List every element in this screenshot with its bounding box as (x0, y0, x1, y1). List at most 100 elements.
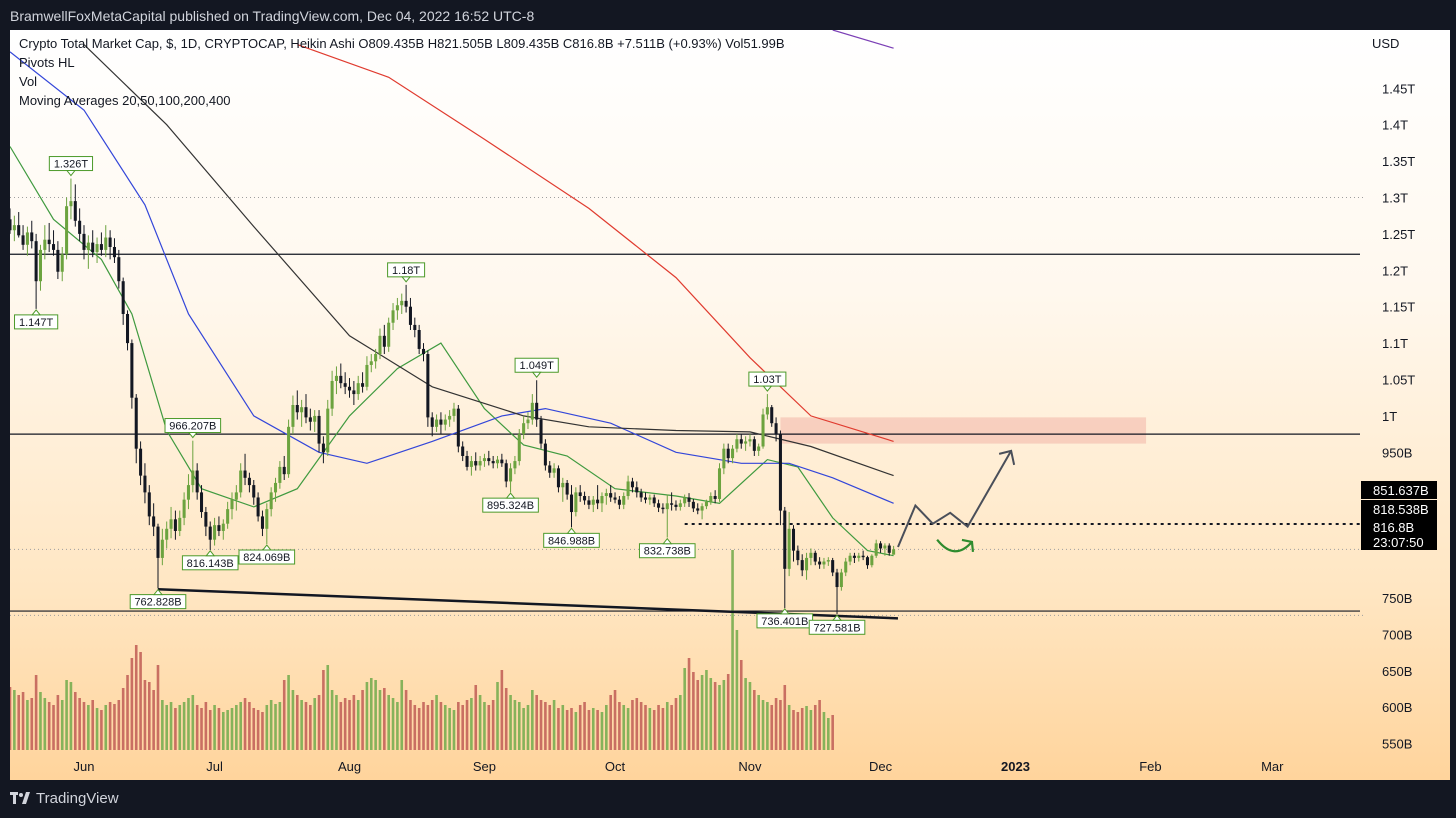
candle-body (34, 241, 38, 282)
volume-bar (457, 702, 460, 750)
volume-bar (526, 705, 530, 750)
candle-body (273, 482, 278, 493)
x-tick-label: Mar (1261, 759, 1284, 774)
volume-bar (753, 690, 756, 750)
candle-body (12, 225, 16, 231)
legend-symbol-line[interactable]: Crypto Total Market Cap, $, 1D, CRYPTOCA… (19, 36, 785, 51)
tradingview-logo-icon[interactable] (10, 791, 30, 807)
legend-pivots[interactable]: Pivots HL (19, 55, 75, 70)
volume-bar (239, 702, 242, 750)
volume-bar (269, 700, 273, 750)
volume-bar (396, 702, 399, 750)
candle-body (330, 380, 334, 409)
volume-bar (544, 702, 547, 750)
candle-body (313, 415, 317, 422)
volume-bar (596, 710, 599, 750)
candle-body (661, 507, 665, 510)
candle-body (282, 466, 286, 475)
volume-bar (409, 700, 412, 750)
y-tick-label: 750B (1382, 591, 1412, 606)
volume-bar (700, 675, 704, 750)
projection-path (897, 450, 1012, 548)
candle-body (361, 383, 365, 387)
candle-body (622, 496, 626, 505)
y-tick-label: 650B (1382, 664, 1412, 679)
candle-body (221, 523, 225, 531)
curved-arrow (936, 539, 973, 553)
volume-bar (52, 705, 55, 750)
pivot-text: 1.18T (392, 265, 420, 277)
candle-body (173, 519, 177, 531)
volume-bar (652, 710, 656, 750)
pivot-pointer (31, 309, 42, 316)
volume-bar (757, 695, 760, 750)
volume-bar (374, 680, 377, 750)
y-tick-label: 1.3T (1382, 190, 1408, 205)
volume-bar (718, 685, 721, 750)
volume-bar (126, 675, 129, 750)
candle-body (21, 235, 25, 245)
volume-bar (134, 645, 138, 750)
volume-bar (683, 668, 686, 750)
pivot-pointer (831, 614, 843, 621)
price-chart[interactable]: 1.326T 1.147T 762.828B 966.207B 816.143B 824.… (10, 30, 1450, 780)
volume-bar (317, 695, 321, 750)
pivot-text: 832.738B (644, 546, 691, 558)
candle-body (395, 305, 399, 311)
chart-area[interactable]: 1.326T 1.147T 762.828B 966.207B 816.143B 824.… (10, 30, 1450, 780)
volume-bar (248, 702, 251, 750)
moving-averages (10, 30, 894, 557)
volume-bar (426, 705, 430, 750)
volume-bar (182, 702, 186, 750)
x-tick-label: 2023 (1001, 759, 1030, 774)
candle-body (713, 496, 717, 499)
volume-bar (522, 708, 525, 750)
volume-bar (827, 718, 830, 750)
candle-body (835, 572, 839, 588)
candle-body (304, 407, 308, 418)
volume-bar (326, 665, 330, 750)
volume-bar (73, 692, 77, 750)
volume-bar (813, 705, 817, 750)
volume-bar (635, 698, 639, 750)
volume-bar (69, 682, 73, 750)
candle-body (347, 386, 352, 391)
candle-body (722, 448, 726, 469)
volume-bar (204, 702, 208, 750)
volume-bar (56, 695, 60, 750)
ma-400-line (832, 30, 894, 49)
x-tick-label: Jun (74, 759, 95, 774)
candle-body (78, 220, 82, 234)
x-tick-label: Dec (869, 759, 893, 774)
candle-body (65, 206, 69, 255)
volume-bar (313, 698, 316, 750)
legend-moving-averages[interactable]: Moving Averages 20,50,100,200,400 (19, 93, 231, 108)
candle-body (805, 557, 809, 571)
y-tick-label: 600B (1382, 700, 1412, 715)
legend-vol[interactable]: Vol (19, 74, 38, 89)
volume-bar (443, 705, 447, 750)
curved-arrowhead (961, 538, 975, 553)
candle-body (774, 423, 778, 435)
candle-body (791, 528, 796, 551)
volume-bar (552, 700, 556, 750)
candle-body (421, 348, 426, 355)
candle-body (626, 481, 630, 497)
y-tick-label: 550B (1382, 737, 1412, 752)
candle-body (857, 555, 861, 558)
candle-body (252, 485, 256, 498)
pivot-pointer (401, 276, 412, 283)
candle-body (104, 237, 108, 250)
volume-bar (13, 690, 16, 750)
volume-bar (587, 710, 591, 750)
candle-body (456, 408, 460, 447)
volume-bar (613, 690, 617, 750)
pivot-pointer (205, 549, 216, 557)
y-tick-label: 700B (1382, 627, 1412, 642)
candle-body (813, 552, 817, 562)
candle-body (500, 459, 504, 464)
volume-bar (104, 705, 108, 750)
candle-body (156, 526, 160, 558)
volume-bar (287, 675, 290, 750)
